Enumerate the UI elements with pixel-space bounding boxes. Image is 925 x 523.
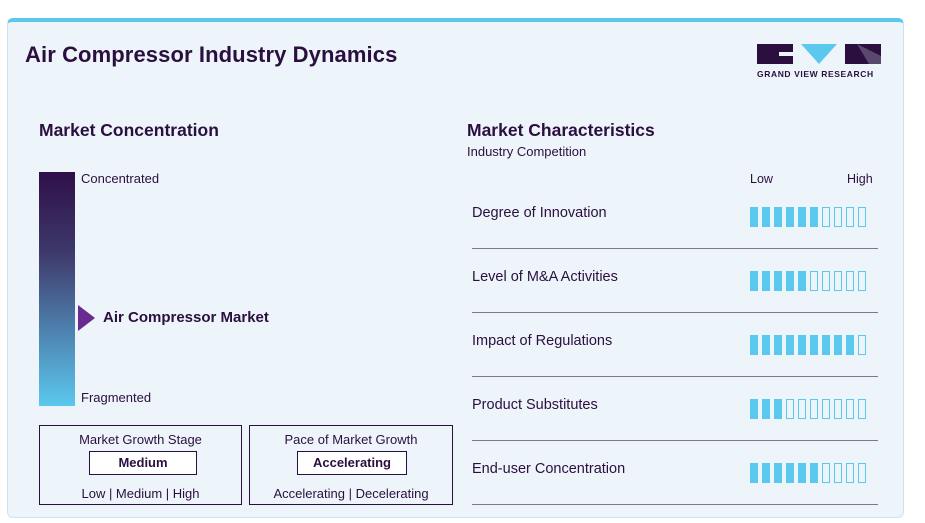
concentration-gradient-bar: [39, 172, 75, 406]
level-segment-empty: [846, 271, 854, 291]
level-segment-empty: [858, 399, 866, 419]
level-segment-filled: [822, 335, 830, 355]
level-segment-empty: [822, 463, 830, 483]
growth-pace-box: Pace of Market Growth Accelerating Accel…: [249, 425, 453, 505]
level-segment-empty: [846, 207, 854, 227]
level-segment-filled: [846, 335, 854, 355]
level-segment-filled: [750, 271, 758, 291]
characteristic-row: Impact of Regulations: [472, 313, 878, 377]
market-position-label: Air Compressor Market: [103, 309, 269, 326]
level-segment-filled: [762, 463, 770, 483]
market-position-marker-icon: [78, 305, 95, 331]
growth-pace-options: Accelerating | Decelerating: [273, 486, 429, 501]
level-segment-filled: [762, 335, 770, 355]
level-segment-filled: [774, 463, 782, 483]
growth-stage-title: Market Growth Stage: [79, 432, 202, 447]
logo-mark-icon: [757, 44, 881, 64]
level-segment-filled: [786, 271, 794, 291]
characteristic-level-meter: [750, 271, 866, 293]
characteristic-label: Impact of Regulations: [472, 333, 613, 349]
level-segment-empty: [846, 463, 854, 483]
level-segment-empty: [786, 399, 794, 419]
level-segment-filled: [774, 399, 782, 419]
level-segment-filled: [786, 207, 794, 227]
level-segment-empty: [858, 271, 866, 291]
level-segment-empty: [834, 207, 842, 227]
level-segment-empty: [858, 335, 866, 355]
level-segment-filled: [750, 399, 758, 419]
characteristics-title: Market Characteristics: [467, 120, 655, 140]
brand-logo: GRAND VIEW RESEARCH: [757, 42, 883, 82]
level-segment-empty: [834, 271, 842, 291]
level-segment-empty: [810, 399, 818, 419]
characteristic-label: Level of M&A Activities: [472, 269, 618, 285]
characteristic-level-meter: [750, 399, 866, 421]
level-segment-filled: [762, 399, 770, 419]
level-segment-empty: [858, 207, 866, 227]
level-segment-empty: [810, 271, 818, 291]
scale-high-label: High: [847, 172, 873, 186]
scale-low-label: Low: [750, 172, 773, 186]
level-segment-empty: [798, 399, 806, 419]
characteristic-label: End-user Concentration: [472, 461, 626, 477]
level-segment-empty: [834, 463, 842, 483]
level-segment-filled: [798, 207, 806, 227]
level-segment-filled: [750, 463, 758, 483]
level-segment-filled: [750, 335, 758, 355]
level-segment-filled: [786, 463, 794, 483]
characteristics-subtitle: Industry Competition: [467, 144, 587, 159]
characteristic-label: Product Substitutes: [472, 397, 598, 413]
level-segment-filled: [750, 207, 758, 227]
growth-pace-title: Pace of Market Growth: [284, 432, 418, 447]
level-segment-empty: [846, 399, 854, 419]
level-segment-filled: [762, 271, 770, 291]
concentration-title: Market Concentration: [39, 120, 219, 140]
characteristic-level-meter: [750, 207, 866, 229]
characteristic-row: Product Substitutes: [472, 377, 878, 441]
level-segment-filled: [774, 207, 782, 227]
level-segment-empty: [822, 207, 830, 227]
logo-text: GRAND VIEW RESEARCH: [757, 69, 874, 79]
level-segment-filled: [798, 463, 806, 483]
level-segment-filled: [798, 271, 806, 291]
concentrated-label: Concentrated: [81, 171, 160, 186]
level-segment-filled: [786, 335, 794, 355]
growth-stage-box: Market Growth Stage Medium Low | Medium …: [39, 425, 242, 505]
level-segment-filled: [798, 335, 806, 355]
growth-pace-value: Accelerating: [297, 451, 407, 475]
level-segment-filled: [834, 335, 842, 355]
characteristic-label: Degree of Innovation: [472, 205, 607, 221]
level-segment-filled: [810, 207, 818, 227]
dynamics-card: [7, 18, 904, 518]
characteristic-level-meter: [750, 463, 866, 485]
level-segment-empty: [858, 463, 866, 483]
fragmented-label: Fragmented: [81, 390, 152, 405]
level-segment-filled: [774, 335, 782, 355]
level-segment-filled: [810, 335, 818, 355]
level-segment-filled: [810, 463, 818, 483]
page-title: Air Compressor Industry Dynamics: [25, 42, 398, 67]
level-segment-filled: [774, 271, 782, 291]
level-segment-empty: [822, 399, 830, 419]
growth-stage-options: Low | Medium | High: [81, 486, 200, 501]
level-segment-filled: [762, 207, 770, 227]
level-segment-empty: [822, 271, 830, 291]
level-segment-empty: [834, 399, 842, 419]
characteristic-level-meter: [750, 335, 866, 357]
characteristic-row: Level of M&A Activities: [472, 249, 878, 313]
growth-stage-value: Medium: [89, 451, 197, 475]
characteristic-row: Degree of Innovation: [472, 185, 878, 249]
characteristic-row: End-user Concentration: [472, 441, 878, 505]
